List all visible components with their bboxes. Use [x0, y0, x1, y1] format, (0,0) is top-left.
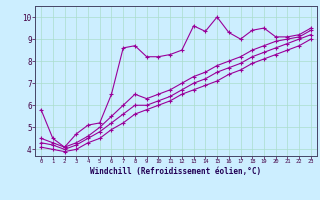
X-axis label: Windchill (Refroidissement éolien,°C): Windchill (Refroidissement éolien,°C) [91, 167, 261, 176]
